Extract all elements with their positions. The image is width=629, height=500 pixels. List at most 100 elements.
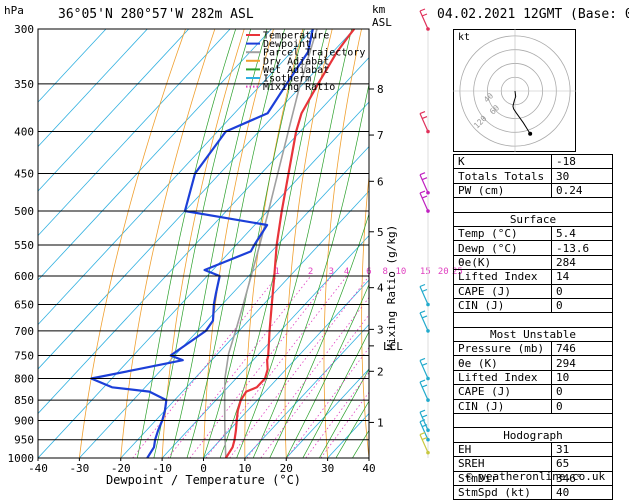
km-tick-label: 4 (377, 282, 384, 295)
temp-tick-label: 40 (362, 462, 375, 475)
km-tick-label: 8 (377, 83, 384, 96)
wind-barb-flag (419, 190, 426, 194)
mixing-ratio-label: 10 (396, 267, 407, 277)
table-row: Dewp (°C) -13.6 (453, 240, 613, 256)
wind-barb-staff (419, 360, 429, 379)
mu-value: 746 (551, 341, 613, 357)
hodo-label: StmSpd (kt) (453, 484, 552, 500)
height-reference-label: ASL (372, 16, 392, 29)
wind-barb-flag (419, 8, 426, 12)
wind-barb-flag (421, 437, 428, 441)
wind-barb-dot (426, 437, 430, 442)
surface-value: 0 (551, 283, 613, 299)
legend-label: Mixing Ratio (263, 82, 335, 93)
wet-adiabat-line (203, 29, 305, 458)
table-row: Lifted Index 10 (453, 369, 613, 386)
wind-barb-dot (426, 376, 430, 381)
wind-barb-dot (426, 450, 430, 455)
table-row: EH 31 (453, 441, 613, 458)
wind-barb-flag (419, 283, 426, 288)
wind-barb-flag (421, 288, 428, 293)
dry-adiabat-line (398, 29, 420, 458)
isotherm-line (38, 29, 272, 281)
surface-value: 0 (551, 297, 613, 314)
wind-barb-dot (426, 398, 430, 402)
table-row: SREH 65 (453, 456, 613, 472)
wind-barb-flag (419, 409, 426, 413)
wind-barb (419, 110, 430, 134)
hodograph-frame (453, 29, 576, 152)
hodo-value: 346° (551, 470, 613, 486)
isotherm-line (285, 368, 369, 458)
mu-value: 0 (551, 384, 613, 400)
pressure-unit-label: hPa (4, 4, 24, 17)
index-value: 0.24 (551, 182, 613, 199)
mu-value: 10 (551, 369, 613, 386)
pressure-tick-label: 750 (14, 349, 34, 362)
surface-label: CAPE (J) (453, 283, 552, 299)
isotherm-line (161, 234, 369, 458)
pressure-tick-label: 300 (14, 23, 34, 36)
wind-barb-flag (419, 419, 426, 423)
hodo-label: SREH (453, 456, 552, 472)
wind-barb-dot (426, 209, 430, 213)
mixing-ratio-label: 1 (274, 267, 279, 277)
table-row: CAPE (J) 0 (453, 283, 613, 299)
temp-tick-label: -30 (69, 462, 89, 475)
wind-barb-staff (419, 312, 429, 332)
mixing-ratio-label: 2 (308, 267, 313, 277)
indices-table: K -18 Totals Totals 30 PW (cm) 0.24 Surface… (453, 153, 613, 500)
hodograph-trace (512, 90, 531, 134)
wind-barb-flag (421, 177, 428, 181)
pressure-tick-label: 400 (14, 126, 34, 139)
km-tick-label: 3 (377, 323, 384, 336)
table-row: Lifted Index 14 (453, 269, 613, 285)
isotherm-line (203, 279, 369, 458)
wind-barb-staff (419, 174, 429, 193)
wind-barb-flag (419, 310, 426, 314)
datetime-title: 04.02.2021 12GMT (Base: 00) (437, 7, 629, 22)
mixing-ratio-label: 20 (438, 267, 449, 277)
mixing-ratio-label: 4 (344, 267, 349, 277)
mixing-ratio-label: 8 (383, 267, 388, 277)
mu-label: CIN (J) (453, 398, 552, 415)
wind-barb-staff (419, 381, 429, 401)
km-tick-label: 7 (377, 129, 384, 142)
wind-barb-staff (419, 192, 429, 212)
table-row: Temp (°C) 5.4 (453, 225, 613, 242)
temp-tick-label: -20 (111, 462, 131, 475)
wind-barb-flag (421, 195, 428, 199)
legend-label: Temperature (263, 31, 329, 42)
wind-barb-staff (419, 10, 429, 30)
mu-label: Pressure (mb) (453, 341, 552, 357)
isotherm-line (38, 29, 190, 192)
height-unit-label: km (372, 3, 386, 16)
wind-barb (419, 409, 430, 433)
surface-label: Lifted Index (453, 269, 552, 285)
table-row: Pressure (mb) 746 (453, 341, 613, 357)
wind-barb-dot (426, 27, 430, 31)
mixing-ratio-line (189, 275, 332, 458)
wind-barb-staff (419, 421, 429, 440)
isotherm-line (38, 29, 231, 237)
dry-adiabat-line (626, 29, 629, 458)
km-tick-label: 1 (377, 416, 384, 429)
km-tick-label: 5 (377, 226, 384, 239)
pressure-tick-label: 500 (14, 205, 34, 218)
wind-barb-flag (419, 432, 426, 436)
pressure-tick-label: 450 (14, 167, 34, 180)
surface-header: Surface (453, 211, 613, 227)
mu-value: 0 (551, 398, 613, 415)
wind-barb (419, 190, 430, 213)
pressure-tick-label: 850 (14, 394, 34, 407)
hodo-value: 65 (551, 456, 613, 472)
index-label: K (453, 153, 552, 170)
pressure-tick-label: 650 (14, 299, 34, 312)
dry-adiabat-line (433, 29, 451, 458)
wind-barb-dot (426, 428, 430, 433)
dry-adiabat-line (78, 29, 186, 458)
wet-adiabat-line (153, 29, 252, 458)
table-row: CIN (J) 0 (453, 297, 613, 314)
wet-adiabat-line (335, 400, 369, 458)
